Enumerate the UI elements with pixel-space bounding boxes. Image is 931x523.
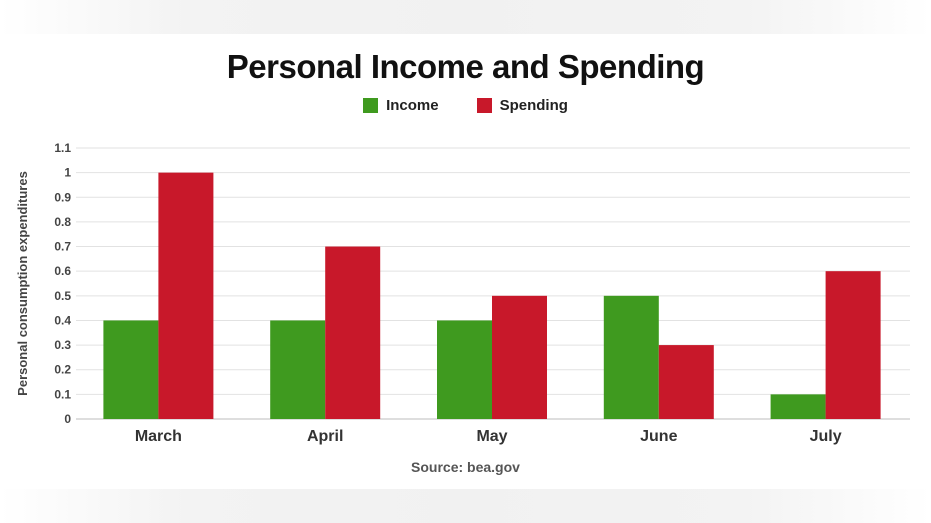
bar-spending xyxy=(825,271,881,419)
y-tick-label: 0.1 xyxy=(54,387,71,401)
bar-spending xyxy=(158,172,214,419)
legend-item-income: Income xyxy=(363,97,439,114)
y-tick-label: 0.8 xyxy=(54,215,71,229)
x-tick-label: April xyxy=(307,428,343,445)
source-note: Source: bea.gov xyxy=(411,459,520,475)
bar-income xyxy=(270,320,326,419)
y-tick-label: 0.2 xyxy=(54,363,71,377)
chart-title: Personal Income and Spending xyxy=(226,48,705,85)
x-tick-label: March xyxy=(135,428,182,445)
legend-label-income: Income xyxy=(386,97,439,114)
bottom-fade-band xyxy=(0,489,931,523)
bar-income xyxy=(437,320,492,419)
x-tick-label: May xyxy=(476,428,507,445)
y-tick-label: 0 xyxy=(64,412,71,426)
top-fade-band xyxy=(0,0,931,34)
y-tick-label: 0.7 xyxy=(54,240,71,254)
bar-income xyxy=(770,394,826,419)
bar-income xyxy=(103,320,159,419)
y-tick-label: 0.3 xyxy=(54,338,71,352)
bar-spending xyxy=(325,246,381,419)
y-tick-label: 1.1 xyxy=(54,141,71,155)
legend-swatch-spending xyxy=(476,98,492,113)
legend-label-spending: Spending xyxy=(499,97,568,114)
legend: Income Spending xyxy=(0,97,931,114)
y-tick-label: 1 xyxy=(64,166,71,180)
y-axis-label: Personal consumption expenditures xyxy=(15,171,30,396)
bar-income xyxy=(603,295,659,419)
x-tick-label: June xyxy=(640,428,677,445)
bar-spending xyxy=(658,345,714,419)
y-tick-label: 0.5 xyxy=(54,289,71,303)
x-tick-label: July xyxy=(810,428,842,445)
legend-item-spending: Spending xyxy=(476,97,568,114)
bar-spending xyxy=(492,295,547,419)
legend-swatch-income xyxy=(363,98,379,113)
y-tick-label: 0.4 xyxy=(54,313,71,327)
y-tick-label: 0.6 xyxy=(54,264,71,278)
y-tick-label: 0.9 xyxy=(54,190,71,204)
